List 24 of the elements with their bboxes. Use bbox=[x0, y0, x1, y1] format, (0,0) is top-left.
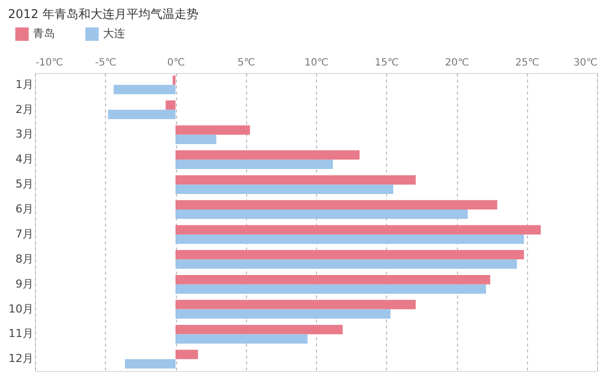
x-tick-label: -10℃ bbox=[36, 58, 64, 68]
legend-label: 青岛 bbox=[33, 27, 55, 40]
y-tick-label: 9月 bbox=[16, 277, 34, 290]
x-tick-label: 5℃ bbox=[237, 58, 256, 68]
y-tick-label: 4月 bbox=[16, 152, 34, 166]
y-tick-label: 2月 bbox=[16, 102, 34, 116]
y-tick-label: 12月 bbox=[8, 352, 34, 366]
x-tick-label: 10℃ bbox=[304, 58, 328, 68]
y-tick-label: 8月 bbox=[16, 252, 34, 266]
x-tick-label: -5℃ bbox=[95, 58, 116, 68]
x-tick-label: 20℃ bbox=[445, 58, 469, 68]
x-tick-label: 25℃ bbox=[515, 58, 540, 68]
y-tick-label: 5月 bbox=[16, 178, 34, 191]
y-tick-label: 1月 bbox=[16, 78, 34, 91]
y-tick-label: 3月 bbox=[16, 128, 34, 141]
legend-label: 大连 bbox=[103, 27, 125, 40]
y-tick-label: 11月 bbox=[8, 327, 34, 340]
x-tick-label: 0℃ bbox=[167, 58, 185, 68]
y-tick-label: 6月 bbox=[16, 202, 34, 216]
y-tick-label: 10月 bbox=[8, 302, 34, 316]
chart-title: 2012 年青岛和大连月平均气温走势 bbox=[8, 7, 198, 21]
x-tick-label: 15℃ bbox=[374, 58, 399, 68]
x-tick-label: 30℃ bbox=[574, 58, 598, 68]
y-tick-label: 7月 bbox=[16, 227, 34, 240]
